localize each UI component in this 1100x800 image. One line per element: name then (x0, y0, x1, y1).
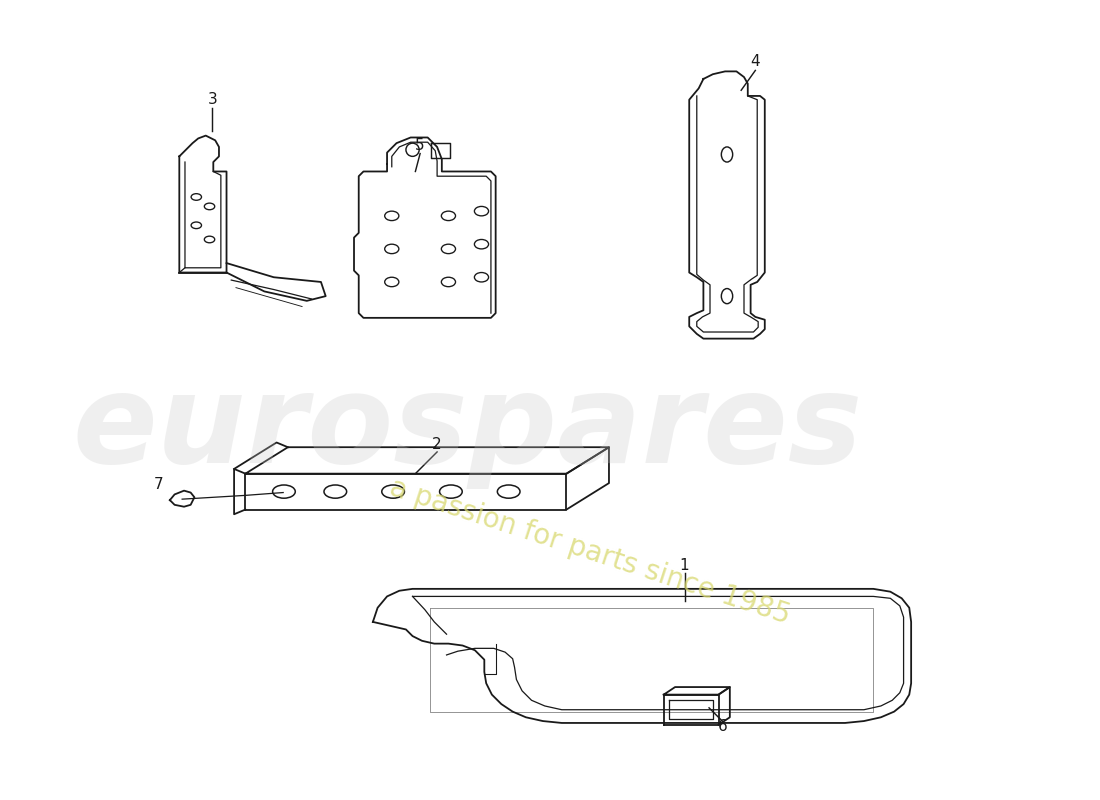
Text: a passion for parts since 1985: a passion for parts since 1985 (386, 473, 794, 630)
Text: 7: 7 (154, 478, 163, 493)
Text: eurospares: eurospares (73, 368, 862, 489)
Text: 2: 2 (432, 437, 442, 452)
Text: 5: 5 (416, 138, 425, 153)
Text: 3: 3 (208, 92, 217, 107)
Text: 1: 1 (680, 558, 690, 573)
Text: 4: 4 (750, 54, 760, 70)
Text: 6: 6 (717, 719, 727, 734)
